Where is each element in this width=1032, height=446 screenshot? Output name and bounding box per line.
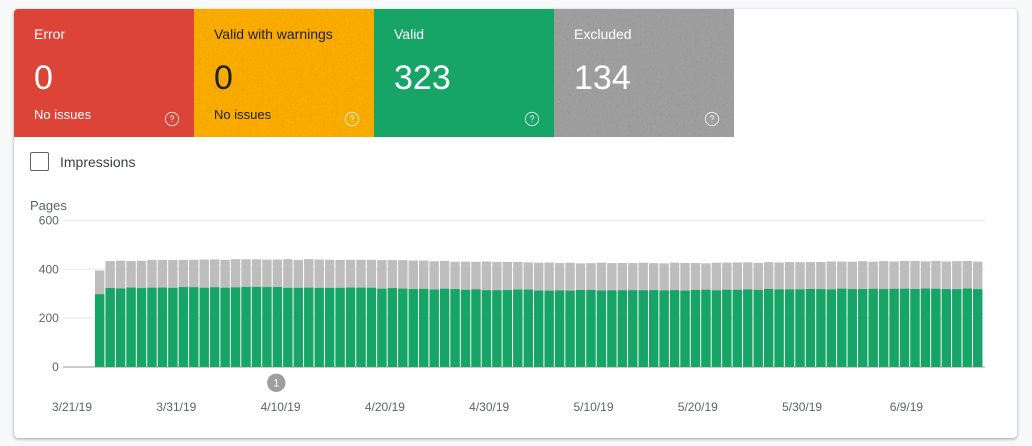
- svg-text:4/20/19: 4/20/19: [365, 400, 405, 414]
- svg-text:0: 0: [52, 360, 59, 374]
- svg-text:4/30/19: 4/30/19: [469, 400, 509, 414]
- svg-text:1: 1: [273, 378, 279, 390]
- svg-text:400: 400: [39, 262, 59, 276]
- svg-text:4/10/19: 4/10/19: [261, 400, 301, 414]
- svg-text:600: 600: [39, 213, 59, 227]
- svg-text:3/31/19: 3/31/19: [156, 400, 196, 414]
- svg-text:3/21/19: 3/21/19: [52, 400, 92, 414]
- svg-text:6/9/19: 6/9/19: [890, 400, 924, 414]
- svg-text:200: 200: [39, 311, 59, 325]
- svg-text:5/20/19: 5/20/19: [678, 400, 718, 414]
- svg-text:5/30/19: 5/30/19: [782, 400, 822, 414]
- svg-text:5/10/19: 5/10/19: [573, 400, 613, 414]
